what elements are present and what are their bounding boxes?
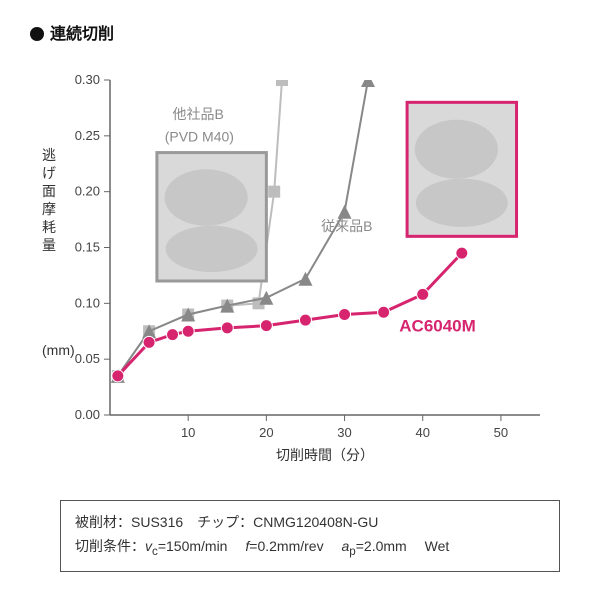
svg-text:(mm): (mm) bbox=[42, 342, 75, 358]
svg-text:従来品B: 従来品B bbox=[321, 218, 372, 234]
svg-text:逃げ面摩耗量: 逃げ面摩耗量 bbox=[42, 147, 56, 253]
conditions-line1: 被削材：SUS316 チップ：CNMG120408N-GU bbox=[75, 511, 545, 535]
conditions-line2: 切削条件：vc=150m/min f=0.2mm/rev ap=2.0mm We… bbox=[75, 535, 545, 562]
svg-text:10: 10 bbox=[181, 425, 195, 440]
svg-text:30: 30 bbox=[337, 425, 351, 440]
svg-text:20: 20 bbox=[259, 425, 273, 440]
svg-text:0.30: 0.30 bbox=[75, 72, 100, 87]
chart-svg: 0.00 0.05 0.10 0.15 0.20 0.25 0.30 10 20 30 40 50 逃げ… bbox=[20, 60, 580, 480]
svg-text:(PVD M40): (PVD M40) bbox=[165, 128, 234, 144]
svg-text:0.20: 0.20 bbox=[75, 184, 100, 199]
chart-area: 0.00 0.05 0.10 0.15 0.20 0.25 0.30 10 20 30 40 50 逃げ… bbox=[20, 60, 580, 480]
bullet-icon bbox=[30, 27, 44, 41]
svg-text:0.25: 0.25 bbox=[75, 128, 100, 143]
svg-text:0.00: 0.00 bbox=[75, 407, 100, 422]
conditions-box: 被削材：SUS316 チップ：CNMG120408N-GU 切削条件：vc=15… bbox=[60, 500, 560, 572]
svg-text:0.10: 0.10 bbox=[75, 295, 100, 310]
svg-text:他社品B: 他社品B bbox=[173, 106, 224, 122]
svg-text:0.05: 0.05 bbox=[75, 351, 100, 366]
title-text: 連続切削 bbox=[50, 26, 114, 43]
series-label-ac6040m: AC6040M bbox=[399, 316, 476, 335]
svg-text:切削時間（分）: 切削時間（分） bbox=[276, 447, 374, 463]
chart-title: 連続切削 bbox=[30, 20, 114, 44]
svg-text:0.15: 0.15 bbox=[75, 240, 100, 255]
svg-text:50: 50 bbox=[494, 425, 508, 440]
svg-text:40: 40 bbox=[415, 425, 429, 440]
